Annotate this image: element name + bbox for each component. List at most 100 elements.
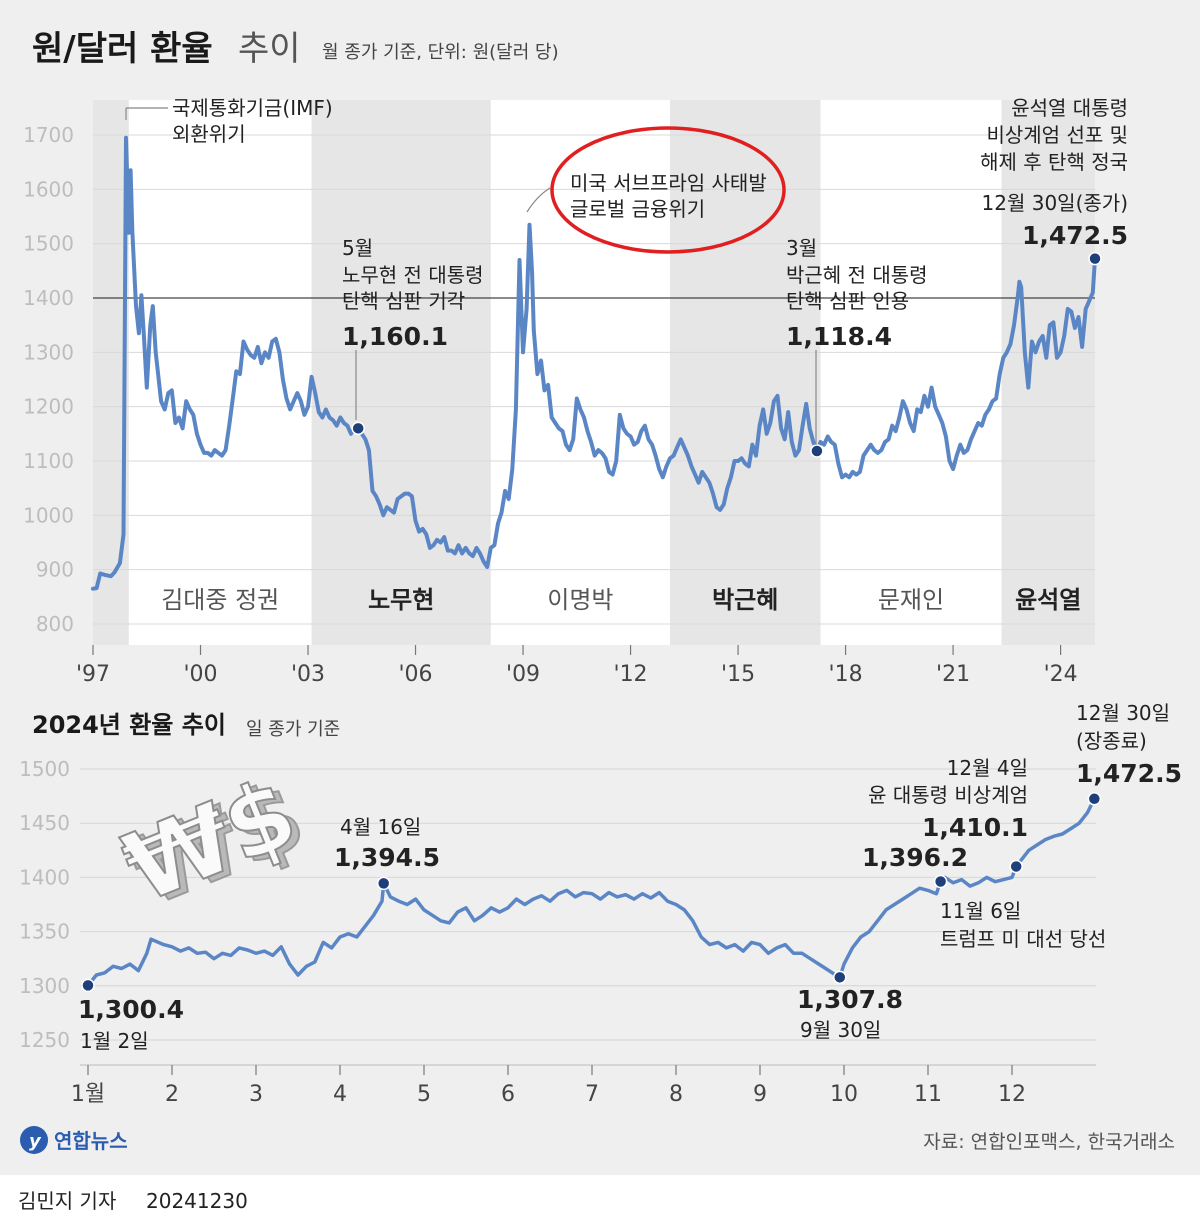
daily-point-3	[933, 874, 948, 889]
dec4-annotation-date: 12월 4일	[947, 756, 1028, 780]
bottom-chart-grid: 1250 1300 1350 1400 1450 1500	[19, 757, 1096, 1052]
page-title: 원/달러 환율	[32, 29, 213, 69]
yoon-annotation: 윤석열 대통령 비상계엄 선포 및 해제 후 탄핵 정국 12월 30일(종가)…	[980, 96, 1128, 250]
yonhap-logo-text: 연합뉴스	[54, 1129, 128, 1153]
y-tick-label-1100: 1100	[23, 449, 74, 473]
yoon-annotation-line3: 해제 후 탄핵 정국	[980, 150, 1128, 174]
daily-point-0	[81, 978, 95, 993]
top-chart-x-axis: '97 '00 '03 '06 '09 '12 '15 '18 '21 '24	[76, 645, 1078, 687]
subprime-annotation: 미국 서브프라임 사태발 글로벌 금융위기	[526, 126, 786, 254]
era-band-4	[820, 100, 1002, 645]
roh-annotation: 5월 노무현 전 대통령 탄핵 심판 기각 1,160.1	[342, 236, 484, 420]
top-chart-grid: 800 900 1000 1100 1200 1300 1400 1500 1600 1700	[23, 123, 1095, 636]
era-label-0: 김대중 정권	[161, 586, 279, 614]
bottom-chart-markers	[81, 792, 1102, 993]
nov-annotation-desc: 트럼프 미 대선 당선	[940, 927, 1106, 951]
era-band-1	[311, 100, 491, 645]
source-note: 자료: 연합인포맥스, 한국거래소	[923, 1131, 1175, 1153]
subprime-annotation-line1: 미국 서브프라임 사태발	[570, 171, 767, 195]
apr-annotation: 4월 16일 1,394.5	[334, 815, 440, 872]
bottom-x-tick-label-10: 11	[914, 1082, 942, 1107]
jan-annotation: 1,300.4 1월 2일	[78, 995, 184, 1053]
svg-text:y: y	[29, 1131, 42, 1152]
x-tick-label-0: '97	[76, 662, 110, 687]
era-label-1: 노무현	[368, 586, 434, 614]
era-band-3	[669, 100, 821, 645]
bottom-x-tick-label-7: 8	[669, 1082, 683, 1107]
bottom-x-tick-label-3: 4	[333, 1082, 347, 1107]
y-tick-label-1700: 1700	[23, 123, 74, 147]
nov-annotation-value: 1,396.2	[862, 843, 968, 872]
bottom-x-tick-label-4: 5	[417, 1082, 431, 1107]
x-tick-label-4: '09	[506, 662, 540, 687]
era-band-5	[1001, 100, 1095, 645]
era-bands: 김대중 정권 노무현 이명박 박근혜 문재인 윤석열	[93, 100, 1095, 645]
daily-point-1	[376, 876, 391, 891]
bottom-x-tick-label-0: 1월	[71, 1082, 105, 1107]
era-label-5: 윤석열	[1015, 586, 1081, 614]
y-tick-label-1300: 1300	[23, 340, 74, 364]
publish-date: 20241230	[146, 1189, 248, 1213]
x-tick-label-6: '15	[721, 662, 755, 687]
bottom-y-tick-label-1450: 1450	[19, 811, 70, 835]
era-label-4: 문재인	[878, 586, 944, 614]
bottom-y-tick-label-1300: 1300	[19, 974, 70, 998]
roh-annotation-month: 5월	[342, 236, 373, 260]
y-tick-label-1000: 1000	[23, 503, 74, 527]
y-tick-label-900: 900	[36, 558, 74, 582]
yoon-annotation-line1: 윤석열 대통령	[1011, 96, 1128, 120]
park-annotation-value: 1,118.4	[786, 322, 892, 351]
y-tick-label-1400: 1400	[23, 286, 74, 310]
bottom-y-tick-label-1350: 1350	[19, 920, 70, 944]
bottom-x-tick-label-9: 10	[830, 1082, 858, 1107]
park-annotation-month: 3월	[786, 236, 817, 260]
apr-annotation-value: 1,394.5	[334, 843, 440, 872]
subprime-annotation-line2: 글로벌 금융위기	[570, 197, 705, 221]
x-tick-label-2: '03	[291, 662, 325, 687]
x-tick-label-1: '00	[183, 662, 217, 687]
y-tick-label-1600: 1600	[23, 177, 74, 201]
dec4-annotation-value: 1,410.1	[922, 813, 1028, 842]
yoon-annotation-value: 1,472.5	[1022, 221, 1128, 250]
era-label-3: 박근혜	[712, 586, 778, 614]
yonhap-logo: y 연합뉴스	[20, 1126, 128, 1154]
credit-strip	[0, 1175, 1200, 1230]
y-tick-label-1500: 1500	[23, 232, 74, 256]
era-band-2	[490, 100, 670, 645]
park-annotation: 3월 박근혜 전 대통령 탄핵 심판 인용 1,118.4	[786, 236, 928, 445]
daily-point-4	[1009, 859, 1023, 874]
dec4-annotation-desc: 윤 대통령 비상계엄	[868, 783, 1028, 807]
imf-annotation: 국제통화기금(IMF) 외환위기	[125, 96, 333, 146]
park-annotation-line2: 탄핵 심판 인용	[786, 289, 909, 313]
bottom-y-tick-label-1400: 1400	[19, 865, 70, 889]
bottom-y-tick-label-1500: 1500	[19, 757, 70, 781]
apr-annotation-date: 4월 16일	[340, 815, 421, 839]
sep-annotation-date: 9월 30일	[800, 1018, 881, 1042]
dec30-annotation-value: 1,472.5	[1076, 759, 1182, 788]
yoon-annotation-date: 12월 30일(종가)	[982, 191, 1128, 215]
x-tick-label-3: '06	[399, 662, 433, 687]
top-chart-markers	[351, 251, 1102, 458]
y-tick-label-800: 800	[36, 612, 74, 636]
page-subtitle: 월 종가 기준, 단위: 원(달러 당)	[322, 42, 559, 63]
highlight-circle	[550, 126, 786, 254]
x-tick-label-9: '24	[1044, 662, 1078, 687]
exchange-rate-line	[91, 135, 1097, 591]
dec4-annotation: 12월 4일 윤 대통령 비상계엄 1,410.1	[868, 756, 1028, 842]
data-point-2	[1088, 251, 1102, 266]
x-tick-label-5: '12	[614, 662, 648, 687]
bottom-chart-subtitle: 일 종가 기준	[246, 719, 340, 740]
bottom-x-tick-label-5: 6	[501, 1082, 515, 1107]
bottom-chart-line-layer	[86, 797, 1097, 988]
park-annotation-line1: 박근혜 전 대통령	[786, 263, 928, 287]
dec30-annotation-date: 12월 30일	[1076, 701, 1170, 725]
era-label-2: 이명박	[547, 586, 613, 614]
x-tick-label-7: '18	[829, 662, 863, 687]
x-tick-label-8: '21	[936, 662, 970, 687]
won-dollar-symbol-icon: ₩$ ₩$	[108, 755, 320, 929]
roh-annotation-line1: 노무현 전 대통령	[342, 263, 484, 287]
data-point-1	[810, 444, 824, 458]
daily-point-5	[1087, 792, 1102, 806]
nov-annotation: 1,396.2 11월 6일 트럼프 미 대선 당선	[862, 843, 1106, 951]
